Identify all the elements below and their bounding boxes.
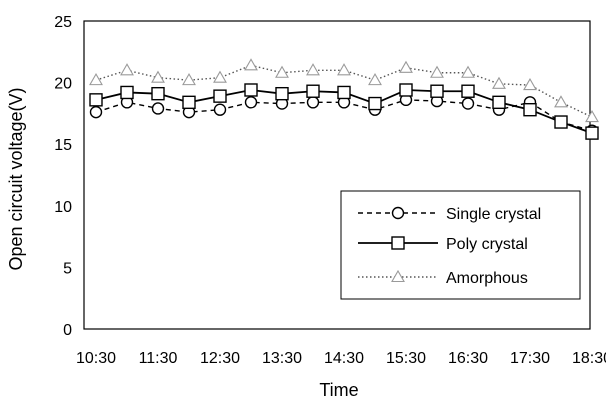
data-point-poly-crystal xyxy=(275,86,289,101)
x-tick-label: 17:30 xyxy=(510,350,550,367)
data-point-poly-crystal xyxy=(244,83,258,97)
data-point-amorphous xyxy=(151,70,165,83)
data-point-amorphous xyxy=(430,65,444,78)
data-point-poly-crystal xyxy=(151,86,165,101)
series-line-amorphous xyxy=(95,64,593,118)
y-tick-label: 15 xyxy=(54,137,72,154)
data-point-amorphous xyxy=(337,63,351,76)
data-point-single-crystal xyxy=(244,96,258,109)
y-tick-label: 0 xyxy=(63,322,72,339)
data-point-poly-crystal xyxy=(492,95,506,110)
x-tick-label: 15:30 xyxy=(386,350,426,367)
legend-marker-single-crystal xyxy=(391,206,405,220)
legend-box xyxy=(340,190,581,300)
x-tick-label: 13:30 xyxy=(262,350,302,367)
data-point-single-crystal xyxy=(151,102,165,115)
data-point-amorphous xyxy=(89,73,103,86)
data-point-poly-crystal xyxy=(306,84,320,98)
y-axis-title: Open circuit voltage(V) xyxy=(6,87,26,270)
data-point-poly-crystal xyxy=(585,126,599,140)
data-point-amorphous xyxy=(585,109,599,123)
data-point-poly-crystal xyxy=(430,84,444,98)
x-axis-title: Time xyxy=(319,380,358,400)
series-line-single-crystal xyxy=(95,99,593,132)
data-point-amorphous xyxy=(244,58,258,71)
data-point-poly-crystal xyxy=(213,89,227,103)
data-point-amorphous xyxy=(399,60,413,73)
legend-marker-poly-crystal xyxy=(391,236,405,250)
data-point-amorphous xyxy=(492,76,506,89)
x-axis-ticks: 10:30 11:30 12:30 13:30 14:30 15:30 16:3… xyxy=(76,350,606,367)
data-point-poly-crystal xyxy=(554,115,568,129)
x-tick-label: 10:30 xyxy=(76,350,116,367)
series-poly-crystal xyxy=(89,83,599,140)
data-point-amorphous xyxy=(368,73,382,86)
y-tick-label: 20 xyxy=(54,76,72,93)
y-tick-label: 10 xyxy=(54,199,72,216)
legend-marker-amorphous xyxy=(391,269,405,283)
data-point-amorphous xyxy=(461,65,475,78)
x-tick-label: 11:30 xyxy=(139,350,178,367)
y-axis-ticks: 0 5 10 15 20 25 xyxy=(54,14,72,339)
legend-label-single-crystal: Single crystal xyxy=(446,206,541,223)
data-point-poly-crystal xyxy=(368,96,382,111)
data-point-poly-crystal xyxy=(120,85,134,100)
data-point-amorphous xyxy=(120,63,134,76)
data-point-amorphous xyxy=(554,95,568,108)
data-point-poly-crystal xyxy=(182,95,196,110)
y-tick-label: 5 xyxy=(63,260,72,277)
data-point-poly-crystal xyxy=(89,93,103,107)
series-layer xyxy=(89,58,599,140)
y-tick-label: 25 xyxy=(54,14,72,31)
legend-label-amorphous: Amorphous xyxy=(446,270,528,287)
plot-area-frame xyxy=(83,20,591,330)
x-tick-label: 18:30 xyxy=(572,350,606,367)
x-tick-label: 14:30 xyxy=(324,350,364,367)
data-point-poly-crystal xyxy=(399,83,413,97)
data-point-amorphous xyxy=(523,77,537,91)
data-point-single-crystal xyxy=(213,103,227,116)
series-amorphous xyxy=(89,58,599,123)
data-point-amorphous xyxy=(182,73,196,86)
data-point-amorphous xyxy=(213,70,227,83)
data-point-single-crystal xyxy=(461,97,475,110)
x-tick-label: 16:30 xyxy=(448,350,488,367)
data-point-amorphous xyxy=(275,65,289,78)
chart-legend: Single crystal Poly crystal Amorphous xyxy=(340,190,581,300)
data-point-poly-crystal xyxy=(337,85,351,100)
legend-samples xyxy=(358,206,438,283)
x-tick-label: 12:30 xyxy=(200,350,240,367)
legend-label-poly-crystal: Poly crystal xyxy=(446,236,528,253)
data-point-amorphous xyxy=(306,63,320,76)
data-point-single-crystal xyxy=(89,105,103,119)
data-point-poly-crystal xyxy=(461,84,475,98)
data-point-poly-crystal xyxy=(523,103,537,117)
series-single-crystal xyxy=(89,93,599,137)
data-point-single-crystal xyxy=(306,96,320,109)
